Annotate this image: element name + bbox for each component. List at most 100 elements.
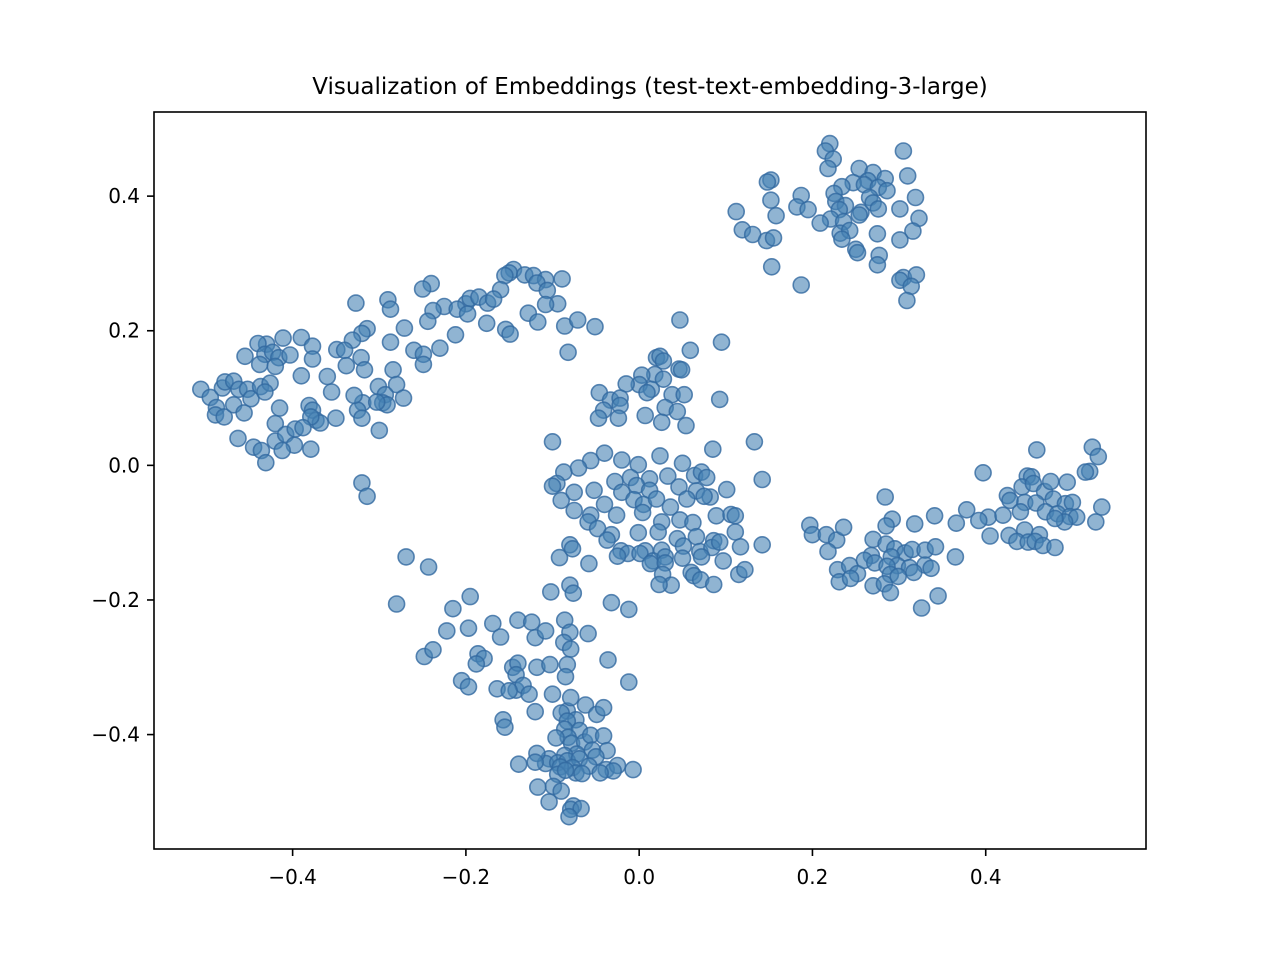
scatter-point: [585, 481, 603, 500]
scatter-point: [458, 305, 477, 323]
scatter-point: [994, 506, 1012, 525]
points-layer: [192, 134, 1111, 826]
scatter-point: [526, 702, 545, 721]
scatter-point: [563, 539, 582, 558]
scatter-point: [631, 544, 649, 563]
scatter-point: [419, 558, 438, 576]
scatter-point: [564, 584, 583, 603]
scatter-point: [947, 514, 966, 533]
scatter-point: [347, 294, 365, 312]
scatter-point: [559, 343, 577, 362]
scatter-point: [878, 181, 896, 200]
x-tick-label: −0.4: [268, 865, 317, 889]
scatter-point: [565, 501, 584, 520]
scatter-point: [444, 599, 462, 618]
scatter-point: [598, 531, 616, 549]
scatter-point: [591, 764, 610, 782]
scatter-point: [929, 587, 947, 605]
scatter-point: [607, 506, 626, 525]
scatter-point: [658, 467, 677, 485]
scatter-point: [905, 515, 924, 533]
scatter-point: [560, 807, 578, 826]
scatter-point: [819, 542, 837, 561]
scatter-point: [1093, 498, 1111, 516]
scatter-point: [599, 651, 617, 669]
scatter-point: [541, 583, 560, 601]
scatter-point: [819, 159, 837, 178]
scatter-point: [799, 200, 817, 219]
scatter-point: [898, 291, 916, 310]
scatter-point: [869, 200, 888, 218]
scatter-point: [467, 655, 486, 673]
scatter-point: [969, 511, 988, 530]
scatter-point: [736, 560, 754, 579]
scatter-point: [1046, 509, 1064, 528]
scatter-point: [322, 383, 341, 401]
scatter-point: [609, 409, 628, 428]
scatter-point: [384, 360, 402, 379]
scatter-point: [898, 167, 917, 185]
scatter-point: [500, 681, 519, 700]
scatter-point: [710, 533, 729, 551]
scatter-point: [526, 753, 545, 772]
scatter-point: [833, 230, 851, 248]
scatter-point: [745, 432, 764, 451]
scatter-point: [540, 793, 558, 811]
plot-frame: [153, 111, 1147, 850]
scatter-point: [633, 503, 652, 522]
x-tick-label: 0.0: [623, 865, 655, 889]
scatter-point: [543, 685, 562, 704]
scatter-point: [904, 563, 923, 582]
scatter-point: [922, 559, 940, 578]
x-axis: −0.4 −0.2 0.0 0.2 0.4: [268, 849, 1002, 889]
scatter-point: [629, 523, 648, 542]
scatter-point: [891, 231, 909, 249]
scatter-point: [681, 341, 700, 360]
scatter-point: [707, 506, 726, 525]
scatter-point: [672, 360, 691, 379]
scatter-point: [274, 329, 292, 347]
scatter-point: [1046, 538, 1064, 557]
scatter-point: [668, 402, 687, 421]
scatter-point: [636, 406, 655, 425]
scatter-point: [294, 418, 312, 437]
scatter-point: [483, 614, 502, 633]
x-tick-label: −0.2: [442, 865, 491, 889]
scatter-point: [848, 243, 867, 262]
scatter-point: [215, 408, 233, 426]
scatter-point: [235, 404, 253, 422]
scatter-point: [654, 370, 673, 389]
scatter-point: [894, 142, 913, 160]
scatter-point: [553, 270, 571, 288]
scatter-point: [528, 313, 547, 331]
scatter-point: [647, 490, 666, 508]
scatter-point: [652, 413, 671, 432]
scatter-point: [501, 325, 519, 343]
scatter-point: [764, 229, 783, 247]
scatter-point: [370, 421, 389, 440]
scatter-point: [556, 761, 575, 780]
scatter-point: [912, 599, 931, 617]
scatter-point: [675, 385, 694, 404]
scatter-point: [580, 554, 598, 573]
scatter-point: [753, 470, 772, 489]
scatter-point: [868, 255, 887, 274]
y-tick-label: 0.0: [108, 453, 140, 477]
scatter-point: [301, 440, 320, 459]
scatter-point: [594, 698, 613, 717]
scatter-point: [270, 399, 289, 417]
scatter-point: [677, 416, 695, 435]
scatter-point: [1076, 463, 1095, 481]
scatter-point: [717, 480, 736, 499]
scatter-point: [576, 696, 595, 714]
scatter-point: [256, 453, 275, 472]
scatter-point: [727, 202, 746, 221]
scatter-point: [673, 454, 692, 473]
scatter-point: [413, 280, 432, 298]
scatter-point: [394, 389, 413, 407]
scatter-point: [491, 628, 510, 646]
scatter-point: [358, 487, 376, 506]
scatter-point: [1011, 502, 1030, 521]
scatter-point: [266, 357, 285, 376]
y-axis: −0.4 −0.2 0.0 0.2 0.4: [91, 184, 154, 747]
